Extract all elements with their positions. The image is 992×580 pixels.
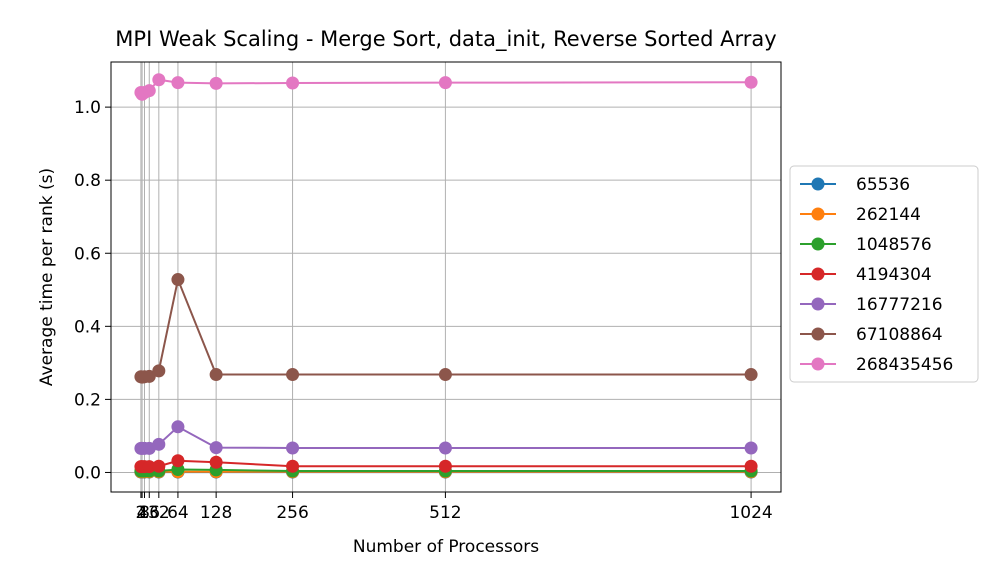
data-point-268435456-512 <box>438 76 452 90</box>
data-point-4194304-32 <box>152 459 166 473</box>
data-point-16777216-512 <box>438 441 452 455</box>
data-point-67108864-32 <box>152 364 166 378</box>
series-4194304 <box>134 454 758 474</box>
data-point-4194304-1024 <box>744 459 758 473</box>
y-axis-label: Average time per rank (s) <box>37 168 57 386</box>
data-point-268435456-64 <box>171 76 185 90</box>
x-tick-label-7: 256 <box>276 503 308 523</box>
series-16777216 <box>134 420 758 455</box>
series-layer <box>134 73 758 479</box>
data-point-16777216-64 <box>171 420 185 434</box>
legend-label-4194304: 4194304 <box>856 265 932 285</box>
x-tick-label-9: 1024 <box>729 503 772 523</box>
data-point-4194304-512 <box>438 459 452 473</box>
legend-item-268435456: 268435456 <box>800 355 953 375</box>
legend-item-1048576: 1048576 <box>800 235 932 255</box>
data-point-67108864-256 <box>286 368 300 382</box>
legend: 65536 262144 1048576 4194304 16777216 6710886… <box>789 165 979 383</box>
legend-item-67108864: 67108864 <box>800 325 943 345</box>
legend-item-4194304: 4194304 <box>800 265 932 285</box>
legend-marker-67108864 <box>811 327 825 341</box>
legend-item-16777216: 16777216 <box>800 295 943 315</box>
series-line-67108864 <box>140 276 752 379</box>
legend-label-1048576: 1048576 <box>856 235 932 255</box>
legend-marker-262144 <box>811 207 825 221</box>
data-point-4194304-64 <box>171 454 185 468</box>
x-tick-label-4: 32 <box>148 503 170 523</box>
y-axis-ticks: 0.0 0.2 0.4 0.6 0.8 1.0 <box>74 98 111 483</box>
data-point-4194304-128 <box>209 455 223 469</box>
data-point-268435456-256 <box>286 76 300 90</box>
data-point-268435456-128 <box>209 76 223 90</box>
x-tick-label-1: 4 <box>137 503 148 523</box>
series-67108864 <box>134 273 758 384</box>
x-tick-label-3: 16 <box>138 503 160 523</box>
data-point-4194304-16 <box>142 460 156 474</box>
legend-marker-1048576 <box>811 237 825 251</box>
y-tick-label-0: 0.0 <box>74 463 101 483</box>
x-tick-label-5: 64 <box>167 503 189 523</box>
plot-frame <box>110 61 782 493</box>
y-tick-label-2: 0.4 <box>74 317 101 337</box>
x-axis-label: Number of Processors <box>353 537 539 557</box>
data-point-67108864-16 <box>142 369 156 383</box>
y-tick-label-3: 0.6 <box>74 244 101 264</box>
legend-item-65536: 65536 <box>800 175 910 195</box>
legend-label-262144: 262144 <box>856 205 921 225</box>
legend-marker-16777216 <box>811 297 825 311</box>
x-tick-label-0: 2 <box>135 503 146 523</box>
data-point-268435456-1024 <box>744 75 758 89</box>
legend-marker-268435456 <box>811 357 825 371</box>
legend-label-16777216: 16777216 <box>856 295 943 315</box>
data-point-268435456-16 <box>142 84 156 98</box>
y-tick-label-1: 0.2 <box>74 390 101 410</box>
data-point-67108864-128 <box>209 368 223 382</box>
grid <box>111 62 781 492</box>
data-point-67108864-64 <box>171 273 185 287</box>
data-point-4194304-256 <box>286 459 300 473</box>
legend-item-262144: 262144 <box>800 205 921 225</box>
y-tick-label-4: 0.8 <box>74 171 101 191</box>
legend-label-65536: 65536 <box>856 175 910 195</box>
legend-label-67108864: 67108864 <box>856 325 943 345</box>
data-point-16777216-128 <box>209 441 223 455</box>
legend-box <box>789 165 979 383</box>
y-tick-label-5: 1.0 <box>74 98 101 118</box>
series-268435456 <box>134 73 758 101</box>
data-point-67108864-512 <box>438 368 452 382</box>
data-point-16777216-256 <box>286 441 300 455</box>
x-tick-label-8: 512 <box>429 503 461 523</box>
data-point-16777216-32 <box>152 437 166 451</box>
data-point-268435456-32 <box>152 73 166 87</box>
legend-marker-65536 <box>811 177 825 191</box>
legend-label-268435456: 268435456 <box>856 355 953 375</box>
x-tick-label-2: 8 <box>139 503 150 523</box>
data-point-67108864-1024 <box>744 368 758 382</box>
legend-marker-4194304 <box>811 267 825 281</box>
chart-title: MPI Weak Scaling - Merge Sort, data_init… <box>115 27 776 52</box>
data-point-16777216-1024 <box>744 441 758 455</box>
x-tick-label-6: 128 <box>200 503 232 523</box>
